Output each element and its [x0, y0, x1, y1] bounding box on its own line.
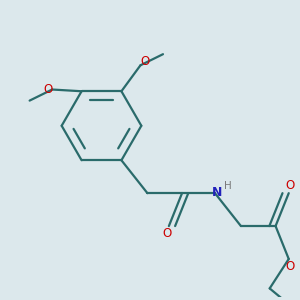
- Text: O: O: [43, 83, 52, 96]
- Text: O: O: [163, 227, 172, 240]
- Text: O: O: [140, 55, 149, 68]
- Text: O: O: [286, 260, 295, 273]
- Text: H: H: [224, 181, 232, 190]
- Text: N: N: [212, 186, 223, 199]
- Text: O: O: [286, 179, 295, 192]
